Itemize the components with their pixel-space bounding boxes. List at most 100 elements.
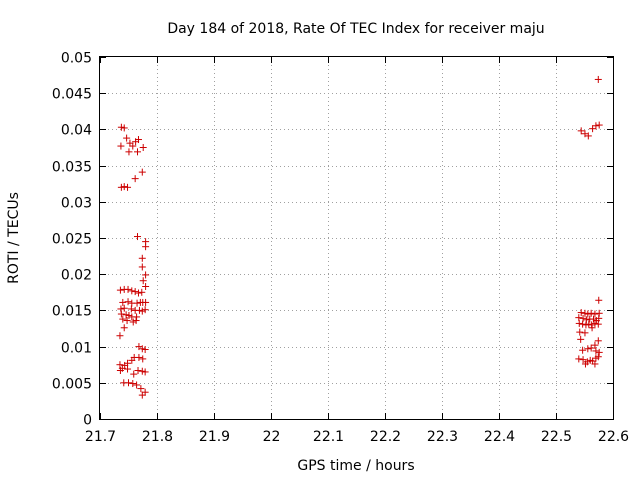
y-tick-label: 0 bbox=[83, 413, 92, 429]
data-point bbox=[116, 366, 124, 374]
data-point bbox=[595, 348, 603, 356]
data-point bbox=[579, 356, 587, 364]
data-point bbox=[591, 310, 599, 318]
data-point bbox=[577, 309, 585, 317]
data-point bbox=[129, 142, 137, 150]
data-point bbox=[126, 139, 134, 147]
grid bbox=[100, 57, 613, 419]
y-tick-label: 0.04 bbox=[61, 123, 92, 139]
data-point bbox=[584, 345, 592, 353]
data-point bbox=[130, 370, 138, 378]
x-tick-label: 22.2 bbox=[370, 429, 401, 445]
data-point bbox=[124, 365, 132, 373]
data-point bbox=[129, 318, 137, 326]
data-point bbox=[594, 75, 602, 83]
data-point bbox=[138, 263, 146, 271]
data-point bbox=[575, 355, 583, 363]
y-tick-label: 0.045 bbox=[52, 87, 92, 103]
data-point bbox=[120, 183, 128, 191]
data-point bbox=[589, 125, 597, 133]
data-point bbox=[575, 319, 583, 327]
data-point bbox=[129, 380, 137, 388]
data-point bbox=[125, 148, 133, 156]
data-point bbox=[579, 320, 587, 328]
data-point bbox=[584, 310, 592, 318]
x-tick-label: 21.9 bbox=[199, 429, 230, 445]
data-point bbox=[125, 379, 132, 387]
y-tick-label: 0.015 bbox=[52, 304, 92, 320]
data-point bbox=[138, 307, 146, 315]
data-point bbox=[138, 367, 146, 375]
x-tick-label: 21.7 bbox=[85, 429, 116, 445]
data-points bbox=[116, 75, 603, 399]
data-point bbox=[595, 121, 603, 129]
data-point bbox=[137, 385, 145, 393]
data-point bbox=[119, 298, 127, 306]
data-point bbox=[128, 287, 136, 295]
data-point bbox=[120, 124, 128, 132]
x-tick-label: 22.6 bbox=[598, 429, 629, 445]
data-point bbox=[134, 289, 142, 297]
data-point bbox=[588, 324, 596, 332]
data-point bbox=[132, 317, 140, 325]
data-point bbox=[117, 123, 125, 131]
data-point bbox=[142, 271, 150, 279]
x-tick-label: 21.8 bbox=[142, 429, 173, 445]
data-point bbox=[134, 366, 142, 374]
data-point bbox=[120, 304, 128, 312]
data-point bbox=[124, 298, 132, 306]
data-point bbox=[591, 360, 599, 368]
data-point bbox=[139, 144, 147, 151]
data-point bbox=[134, 233, 142, 241]
data-point bbox=[594, 353, 602, 361]
data-point bbox=[590, 315, 598, 323]
data-point bbox=[139, 355, 147, 363]
y-tick-label: 0.01 bbox=[61, 341, 92, 357]
data-point bbox=[117, 142, 125, 150]
data-point bbox=[127, 305, 135, 313]
x-axis-label: GPS time / hours bbox=[297, 458, 414, 474]
data-point bbox=[138, 168, 146, 176]
data-point bbox=[122, 311, 130, 319]
y-tick-label: 0.035 bbox=[52, 160, 92, 176]
data-point bbox=[141, 388, 149, 396]
data-point bbox=[116, 286, 124, 294]
data-point bbox=[131, 288, 139, 296]
data-point bbox=[125, 311, 133, 319]
data-point bbox=[142, 243, 150, 251]
y-tick-label: 0.05 bbox=[61, 51, 92, 67]
data-point bbox=[584, 132, 592, 140]
data-point bbox=[141, 345, 149, 353]
data-point bbox=[581, 329, 589, 337]
data-point bbox=[581, 309, 589, 317]
x-tick-label: 22.1 bbox=[313, 429, 344, 445]
tick-labels: 21.7 21.8 21.9 22 22.1 22.2 22.3 22.4 22.5 22.6 0 0… bbox=[52, 51, 629, 446]
data-point bbox=[594, 337, 602, 345]
data-point bbox=[592, 347, 600, 355]
x-tick-label: 22.5 bbox=[541, 429, 572, 445]
data-point bbox=[117, 310, 125, 318]
data-point bbox=[133, 299, 141, 307]
data-point bbox=[587, 344, 595, 352]
data-point bbox=[138, 345, 146, 353]
data-point bbox=[587, 309, 595, 317]
data-point bbox=[594, 320, 602, 328]
data-point bbox=[124, 285, 132, 293]
data-point bbox=[592, 122, 600, 130]
data-point bbox=[138, 254, 146, 262]
data-point bbox=[595, 296, 603, 304]
x-tick-label: 22.3 bbox=[427, 429, 458, 445]
data-point bbox=[138, 288, 146, 296]
data-point bbox=[141, 368, 149, 376]
plot-frame bbox=[99, 56, 614, 420]
data-point bbox=[120, 324, 128, 332]
data-point bbox=[134, 136, 142, 144]
data-point bbox=[142, 298, 150, 306]
data-point bbox=[123, 317, 131, 325]
data-point bbox=[139, 277, 147, 285]
data-point bbox=[576, 328, 584, 336]
data-point bbox=[142, 283, 150, 291]
data-point bbox=[577, 335, 585, 343]
data-point bbox=[591, 319, 599, 327]
